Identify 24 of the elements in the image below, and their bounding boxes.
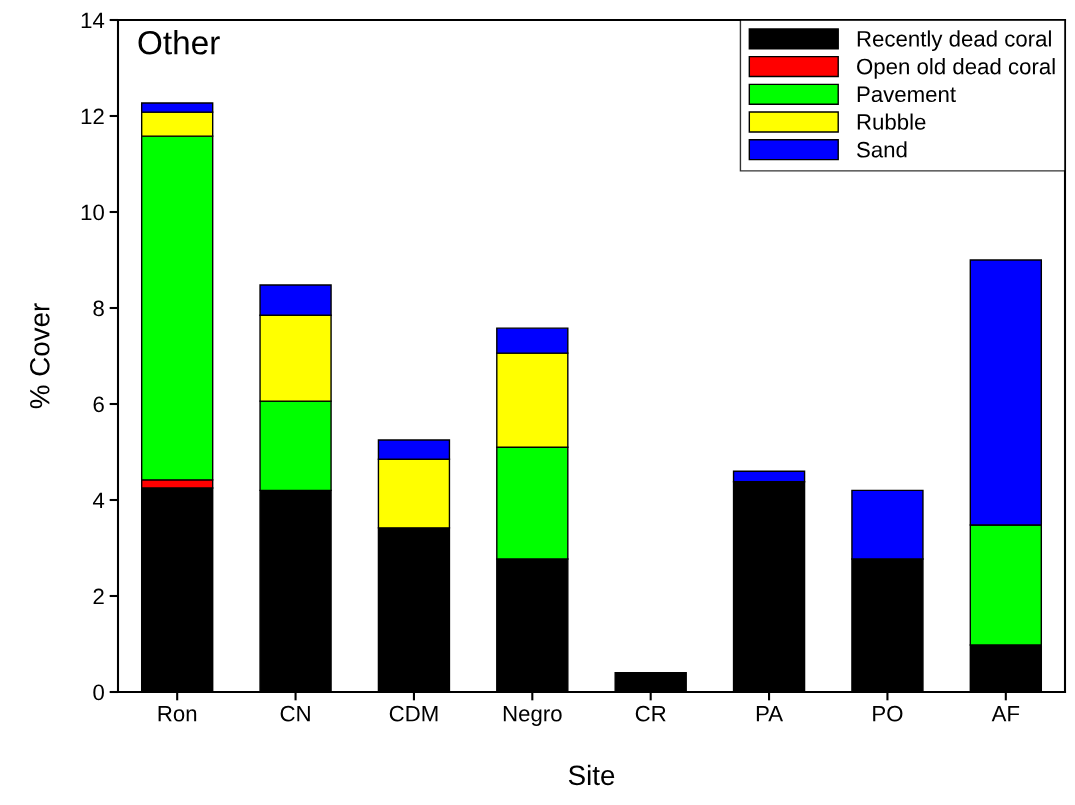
x-tick-label: CR xyxy=(635,705,666,722)
legend-label: Recently dead coral xyxy=(857,30,1051,52)
x-tick-label: AF xyxy=(991,706,1020,722)
y-tick-label: 8 xyxy=(93,300,104,317)
x-axis-title: Site xyxy=(568,764,615,786)
x-tick-label: PA xyxy=(756,706,784,722)
legend-label: Pavement xyxy=(857,86,956,103)
y-tick-label: 2 xyxy=(93,588,104,605)
y-tick-label: 14 xyxy=(81,12,105,29)
chart-title: Other xyxy=(138,30,220,55)
y-tick-label: 10 xyxy=(81,204,104,221)
x-tick-label: Negro xyxy=(503,706,562,726)
legend-label: Sand xyxy=(857,141,907,158)
x-tick-label: CDM xyxy=(389,705,438,722)
x-tick-label: CN xyxy=(280,705,310,722)
x-tick-label: PO xyxy=(873,705,903,722)
y-tick-label: 6 xyxy=(93,396,104,413)
legend-label: Rubble xyxy=(857,113,926,130)
y-axis-title: % Cover xyxy=(29,303,50,409)
y-tick-label: 0 xyxy=(93,684,104,701)
legend-label: Open old dead coral xyxy=(857,58,1055,79)
x-tick-label: Ron xyxy=(158,706,197,722)
y-tick-label: 12 xyxy=(81,108,104,125)
y-tick-label: 4 xyxy=(92,492,105,509)
